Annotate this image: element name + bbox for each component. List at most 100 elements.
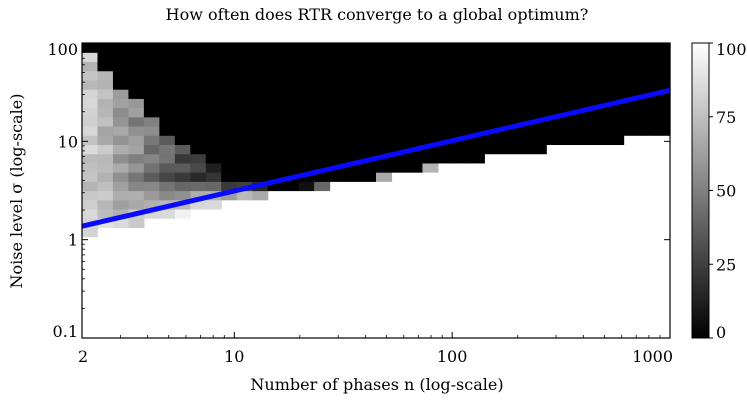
bound-line [81,87,671,229]
heatmap-cell [128,98,145,109]
y-tick-label: 0.1 [53,322,78,341]
heatmap-cell [221,98,238,109]
heatmap-cell [530,98,547,109]
heatmap-cell [97,125,114,136]
heatmap-cell [143,208,160,219]
y-tick-label: 10 [58,132,78,151]
heatmap-cell [143,70,160,81]
heatmap-cell [159,181,176,192]
heatmap-cell [174,162,191,173]
heatmap-cell [221,153,238,164]
heatmap-cell [639,43,656,53]
heatmap-cell [561,116,578,127]
heatmap-cell [406,125,424,136]
heatmap-cell [82,227,99,238]
heatmap-cell [561,89,578,99]
heatmap-cell [406,61,424,72]
heatmap-cell [530,107,547,118]
heatmap-cell [236,79,253,90]
heatmap-cell [530,135,547,146]
heatmap-cell [236,107,253,118]
heatmap-cell [376,144,393,155]
heatmap-cell [143,162,160,173]
heatmap-cell [499,61,516,72]
heatmap-cell [453,70,470,81]
heatmap-cell [468,107,485,118]
heatmap-cell [82,70,99,81]
heatmap-cell [406,70,424,81]
heatmap-cell [437,52,454,63]
heatmap-cell [577,125,594,136]
heatmap-cell [391,43,408,53]
heatmap-cell [499,116,516,127]
heatmap-cell [499,52,516,63]
heatmap-cell [252,79,269,90]
heatmap-cell [128,190,145,201]
heatmap-cell [128,125,145,136]
heatmap-cell [608,116,625,127]
heatmap-cell [654,98,671,109]
heatmap-cell [376,172,393,182]
heatmap-cell [143,61,160,72]
heatmap-cell [82,135,99,146]
heatmap-cell [437,107,454,118]
heatmap-cell [530,79,547,90]
heatmap-cell [437,98,454,109]
heatmap-cell [82,89,99,99]
heatmap-cell [190,116,207,127]
heatmap-cell [174,52,191,63]
heatmap-cell [623,52,640,63]
heatmap-cell [499,125,516,136]
heatmap-cell [112,107,130,118]
heatmap-cell [190,181,207,192]
heatmap-cell [159,98,176,109]
heatmap-cell [190,190,207,201]
x-tick-label: 2 [78,347,88,366]
heatmap-cell [546,135,563,146]
heatmap-cell [623,116,640,127]
heatmap-cell [639,79,656,90]
heatmap-cell [376,116,393,127]
heatmap-cell [314,181,331,192]
heatmap-cell [190,52,207,63]
heatmap-cell [639,98,656,109]
heatmap-cell [174,116,191,127]
heatmap-cell [406,79,424,90]
heatmap-cell [592,135,609,146]
heatmap-cell [97,116,114,127]
heatmap-cell [546,107,563,118]
heatmap-cell [592,125,609,136]
heatmap-cell [267,144,284,155]
heatmap-cell [468,52,485,63]
heatmap-cell [608,107,625,118]
colorbar-tick-label: 25 [716,255,736,274]
heatmap-cell [360,135,377,146]
heatmap-cell [252,43,269,53]
heatmap-cell [190,144,207,155]
heatmap-cell [97,98,114,109]
heatmap-cell [437,79,454,90]
heatmap-cell [468,79,485,90]
heatmap-cell [314,172,331,182]
heatmap-cell [592,43,609,53]
heatmap-cell [360,144,377,155]
heatmap-cell [360,70,377,81]
heatmap-cell [143,43,160,53]
heatmap-cell [221,89,238,99]
heatmap-cell [376,107,393,118]
heatmap-cell [267,61,284,72]
heatmap-cell [561,79,578,90]
heatmap-cell [654,70,671,81]
heatmap-cell [205,153,222,164]
heatmap-cell [345,162,362,173]
heatmap-cell [159,70,176,81]
heatmap-cell [376,79,393,90]
heatmap-cell [391,79,408,90]
heatmap-cell [112,190,130,201]
heatmap-cell [174,98,191,109]
heatmap-cell [82,61,99,72]
heatmap-cell [515,52,532,63]
heatmap-cell [422,116,439,127]
heatmap-cell [143,52,160,63]
heatmap-cell [190,89,207,99]
